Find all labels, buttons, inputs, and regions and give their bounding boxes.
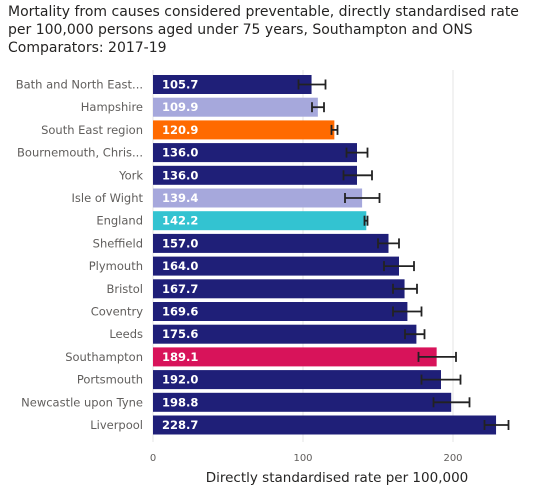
- category-label: Newcastle upon Tyne: [21, 395, 143, 409]
- bar[interactable]: [153, 279, 405, 299]
- data-label: 120.9: [162, 123, 198, 137]
- error-bar: [392, 306, 423, 317]
- error-bar: [345, 147, 369, 158]
- category-label: Hampshire: [81, 100, 143, 114]
- data-label: 136.0: [162, 168, 198, 182]
- category-label: Liverpool: [90, 418, 143, 432]
- error-bar: [377, 238, 400, 249]
- category-label: Leeds: [109, 327, 143, 341]
- category-label: Bath and North East...: [16, 78, 143, 92]
- x-tick-label: 0: [150, 453, 156, 464]
- bar[interactable]: [153, 256, 399, 276]
- data-label: 189.1: [162, 350, 198, 364]
- bar[interactable]: [153, 324, 417, 344]
- category-label: England: [96, 214, 143, 228]
- category-label: Bournemouth, Chris...: [17, 146, 143, 160]
- data-label: 109.9: [162, 100, 198, 114]
- data-label: 164.0: [162, 259, 198, 273]
- bar[interactable]: [153, 165, 357, 185]
- data-label: 198.8: [162, 395, 198, 409]
- bar[interactable]: [153, 347, 437, 367]
- bar[interactable]: [153, 211, 367, 231]
- data-label: 192.0: [162, 373, 198, 387]
- data-label: 139.4: [162, 191, 198, 205]
- bar[interactable]: [153, 370, 441, 390]
- category-label: Bristol: [106, 282, 143, 296]
- bar[interactable]: [153, 415, 497, 435]
- x-tick-label: 100: [293, 453, 312, 464]
- error-bar: [420, 374, 462, 385]
- error-bars: [297, 79, 510, 430]
- bar[interactable]: [153, 302, 408, 321]
- error-bar: [483, 420, 510, 430]
- bar[interactable]: [153, 143, 357, 163]
- category-label: South East region: [41, 123, 143, 137]
- bar[interactable]: [153, 233, 389, 253]
- error-bar: [417, 351, 457, 362]
- chart-title: Mortality from causes considered prevent…: [8, 4, 519, 56]
- data-label: 228.7: [162, 418, 198, 432]
- category-label: Portsmouth: [77, 373, 143, 387]
- bars: [153, 75, 497, 435]
- x-axis-label: Directly standardised rate per 100,000: [206, 470, 469, 486]
- category-label: York: [118, 168, 143, 182]
- error-bar: [311, 102, 325, 113]
- error-bar: [363, 215, 369, 226]
- error-bar: [392, 283, 418, 294]
- data-label: 167.7: [162, 282, 198, 296]
- labels: 0 100 200 Bath and North East... 105.7 Hampsh…: [16, 78, 463, 465]
- error-bar: [330, 124, 339, 135]
- category-label: Plymouth: [89, 259, 143, 273]
- error-bar: [342, 170, 373, 181]
- category-label: Isle of Wight: [72, 191, 144, 205]
- bar[interactable]: [153, 120, 335, 140]
- data-label: 136.0: [162, 146, 198, 160]
- data-label: 157.0: [162, 236, 198, 250]
- data-label: 175.6: [162, 327, 198, 341]
- category-label: Southampton: [65, 350, 143, 364]
- bar[interactable]: [153, 188, 363, 208]
- error-bar: [344, 193, 381, 203]
- error-bar: [404, 329, 426, 340]
- bar[interactable]: [153, 392, 452, 412]
- category-label: Coventry: [91, 305, 143, 319]
- error-bar: [297, 79, 327, 90]
- category-label: Sheffield: [93, 236, 143, 250]
- data-label: 169.6: [162, 305, 198, 319]
- error-bar: [432, 397, 471, 408]
- bar[interactable]: [153, 75, 312, 94]
- data-label: 105.7: [162, 78, 198, 92]
- error-bar: [383, 261, 415, 272]
- data-label: 142.2: [162, 214, 198, 228]
- bar[interactable]: [153, 97, 318, 117]
- x-tick-label: 200: [443, 453, 462, 464]
